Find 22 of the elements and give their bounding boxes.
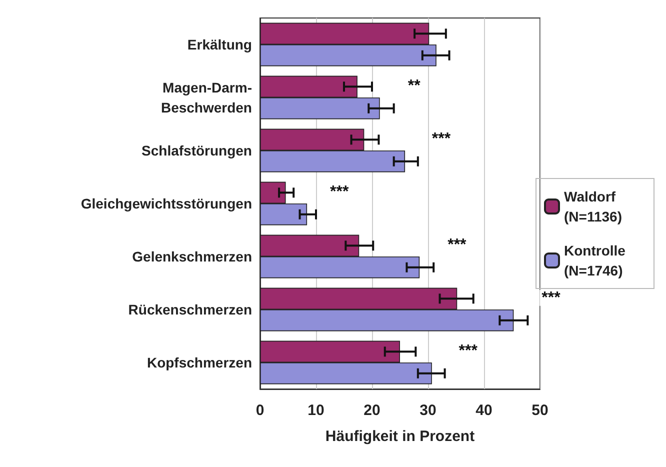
y-tick-label: Rückenschmerzen <box>128 302 252 318</box>
y-tick-label: Gleichgewichtsstörungen <box>80 196 252 212</box>
annotation: *** <box>448 236 468 254</box>
annotation: *** <box>330 183 350 200</box>
x-tick-label: 0 <box>256 402 264 419</box>
legend-label: Kontrolle (N=1746) <box>564 242 630 278</box>
annotation: ** <box>408 77 422 94</box>
y-tick-label: Erkältung <box>187 36 252 52</box>
annotation: *** <box>458 342 478 360</box>
x-tick-label: 20 <box>364 402 380 419</box>
x-tick-label: 50 <box>532 402 548 419</box>
y-tick-label: Schlafstörungen <box>142 142 252 158</box>
y-tick-label: Gelenkschmerzen <box>132 248 252 264</box>
legend-label: Waldorf (N=1136) <box>564 188 622 224</box>
annotation: *** <box>432 130 452 148</box>
x-tick-label: 30 <box>420 402 436 419</box>
x-tick-label: 40 <box>476 402 492 419</box>
x-axis-title: Häufigkeit in Prozent <box>325 428 475 445</box>
x-tick-label: 10 <box>308 402 324 419</box>
y-tick-label: Magen-Darm- Beschwerden <box>160 80 252 116</box>
annotation: *** <box>542 289 562 306</box>
y-tick-label: Kopfschmerzen <box>146 354 252 370</box>
